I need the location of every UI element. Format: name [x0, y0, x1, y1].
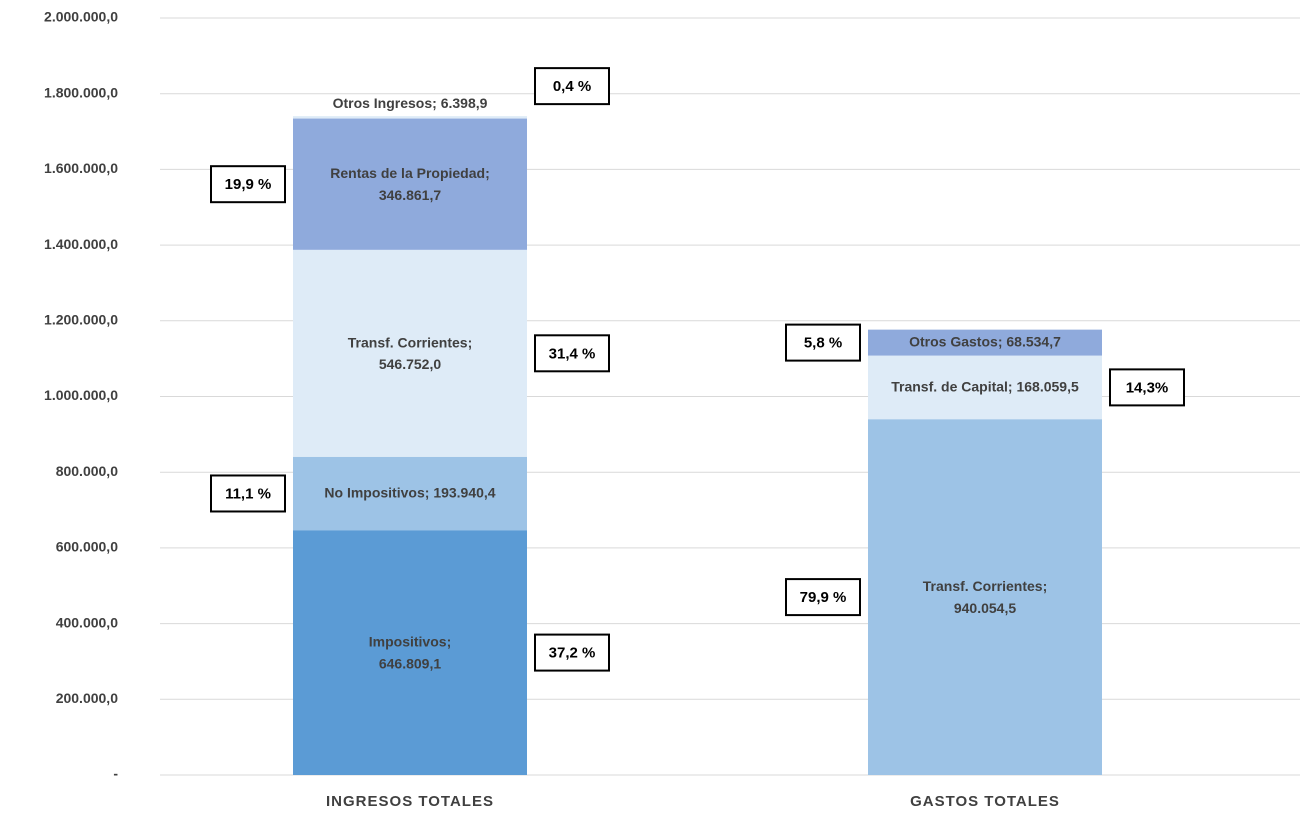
segment-label: Otros Gastos; 68.534,7: [909, 333, 1061, 349]
series-name: Impositivos: [369, 633, 447, 649]
segment-label: Transf. de Capital; 168.059,5: [891, 378, 1079, 394]
bar-segment: [293, 456, 527, 531]
data-label: 68.534,7: [1006, 333, 1061, 349]
y-tick-label: 1.600.000,0: [44, 160, 118, 176]
share-box: [210, 165, 286, 204]
label-separator: ;: [432, 95, 441, 111]
bar-segment: [293, 116, 527, 119]
segment-label: Rentas de la Propiedad;: [330, 165, 490, 181]
share-label: 11,1 %: [225, 485, 271, 502]
data-label: 940.054,5: [954, 600, 1016, 616]
series-name: Rentas de la Propiedad: [330, 165, 485, 181]
label-separator: ;: [998, 333, 1007, 349]
segment-label: No Impositivos; 193.940,4: [324, 484, 495, 500]
share-label: 5,8 %: [804, 335, 842, 352]
series-name: Transf. de Capital: [891, 378, 1008, 394]
share-box: [534, 633, 610, 672]
y-tick-label: 1.000.000,0: [44, 387, 118, 403]
data-label: 6.398,9: [441, 95, 488, 111]
y-tick-label: 1.200.000,0: [44, 312, 118, 328]
series-name: Transf. Corrientes: [348, 334, 468, 350]
share-label: 19,9 %: [225, 176, 272, 193]
series-name: No Impositivos: [324, 484, 425, 500]
share-box: [534, 334, 610, 373]
share-box: [1109, 368, 1185, 407]
share-label: 14,3%: [1126, 379, 1169, 396]
y-tick-label: -: [113, 766, 118, 782]
y-tick-label: 800.000,0: [56, 463, 118, 479]
share-box: [534, 67, 610, 106]
bar-segment: [293, 530, 527, 775]
data-label: 646.809,1: [379, 655, 441, 671]
data-label: 346.861,7: [379, 187, 441, 203]
share-label: 0,4 %: [553, 78, 591, 95]
label-separator: ;: [425, 484, 434, 500]
bar-segment: [868, 419, 1102, 775]
share-label: 79,9 %: [800, 589, 847, 606]
segment-label: Impositivos;: [369, 633, 451, 649]
x-tick-label: INGRESOS TOTALES: [326, 793, 494, 810]
label-separator: ;: [1008, 378, 1017, 394]
series-name: Otros Gastos: [909, 333, 998, 349]
series-name: Otros Ingresos: [333, 95, 433, 111]
y-tick-label: 1.800.000,0: [44, 84, 118, 100]
y-tick-label: 1.400.000,0: [44, 236, 118, 252]
y-tick-label: 400.000,0: [56, 614, 118, 630]
label-separator: ;: [1043, 578, 1048, 594]
series-name: Transf. Corrientes: [923, 578, 1043, 594]
bar-segment: [868, 329, 1102, 356]
share-label: 31,4 %: [549, 345, 596, 362]
segment-label: Transf. Corrientes;: [348, 334, 473, 350]
segment-label: Otros Ingresos; 6.398,9: [333, 95, 488, 111]
y-tick-label: 2.000.000,0: [44, 9, 118, 25]
x-tick-label: GASTOS TOTALES: [910, 793, 1060, 810]
data-label: 546.752,0: [379, 356, 441, 372]
bar-segment: [868, 355, 1102, 420]
label-separator: ;: [485, 165, 490, 181]
bar-segment: [293, 249, 527, 457]
label-separator: ;: [447, 633, 452, 649]
data-label: 168.059,5: [1016, 378, 1078, 394]
bar-segment: [293, 118, 527, 250]
share-box: [785, 323, 861, 362]
share-box: [785, 578, 861, 617]
share-box: [210, 474, 286, 513]
label-separator: ;: [468, 334, 473, 350]
data-label: 193.940,4: [433, 484, 495, 500]
segment-label: Transf. Corrientes;: [923, 578, 1048, 594]
y-tick-label: 600.000,0: [56, 539, 118, 555]
share-label: 37,2 %: [549, 645, 596, 662]
y-tick-label: 200.000,0: [56, 690, 118, 706]
